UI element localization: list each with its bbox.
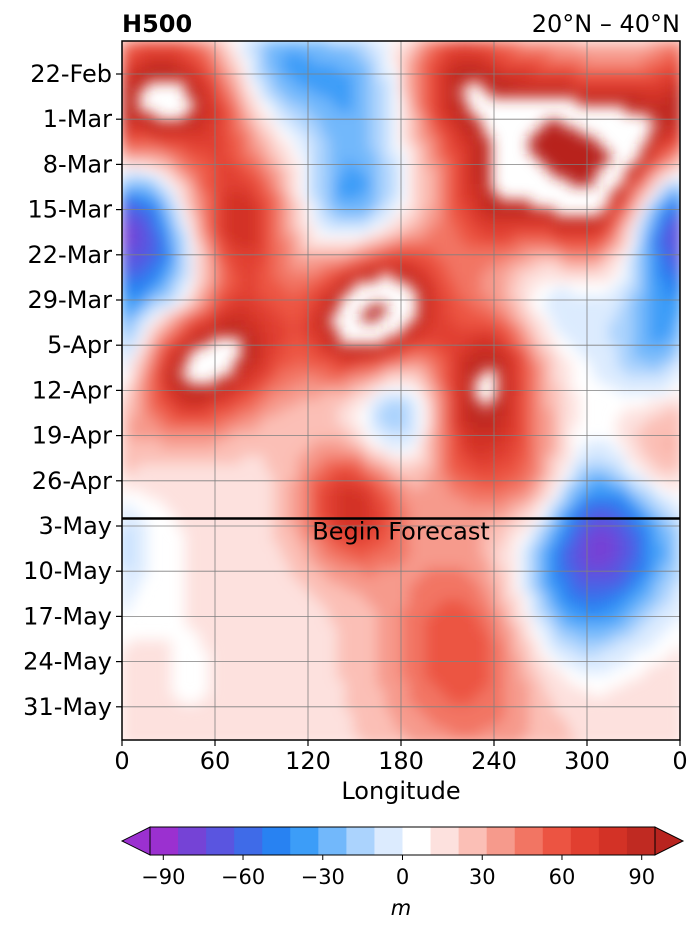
colorbar-tick-label-6: 90 (628, 865, 655, 889)
colorbar-swatch-17 (626, 827, 656, 855)
colorbar-label: m (391, 896, 411, 920)
y-tick-label-10: 3-May (38, 512, 112, 540)
colorbar-swatch-14 (542, 827, 572, 855)
x-axis: 0 60 120 180 240 300 0 (114, 740, 688, 775)
y-tick-label-8: 19-Apr (32, 422, 112, 450)
colorbar: −90 −60 −30 0 30 60 90 (120, 826, 685, 889)
colorbar-swatch-5 (290, 827, 319, 855)
y-axis: 22-Feb 1-Mar 8-Mar 15-Mar 22-Mar 29-Mar 5-Apr 1… (23, 60, 122, 721)
y-tick-label-14: 31-May (23, 693, 112, 721)
y-tick-label-5: 29-Mar (28, 286, 113, 314)
colorbar-swatch-10 (430, 827, 460, 855)
colorbar-tick-label-5: 60 (549, 865, 576, 889)
y-tick-label-13: 24-May (23, 648, 112, 676)
colorbar-swatch-13 (514, 827, 544, 855)
y-tick-label-1: 1-Mar (43, 105, 112, 133)
colorbar-tick-label-1: −60 (221, 865, 265, 889)
colorbar-swatch-2 (206, 827, 235, 855)
y-tick-label-2: 8-Mar (43, 150, 112, 178)
colorbar-swatch-3 (234, 827, 263, 855)
x-tick-label-2: 120 (285, 747, 331, 775)
colorbar-swatch-0 (150, 827, 179, 855)
colorbar-swatch-4 (262, 827, 291, 855)
colorbar-swatch-15 (570, 827, 600, 855)
x-axis-label: Longitude (341, 777, 460, 805)
y-tick-label-12: 17-May (23, 602, 112, 630)
y-tick-label-4: 22-Mar (28, 241, 113, 269)
begin-forecast-label: Begin Forecast (312, 518, 490, 546)
title-right: 20°N – 40°N (532, 10, 680, 38)
x-tick-label-5: 300 (564, 747, 610, 775)
colorbar-swatch-6 (318, 827, 347, 855)
colorbar-swatch-16 (598, 827, 628, 855)
title-left: H500 (122, 10, 192, 38)
colorbar-extend-low (120, 826, 151, 856)
y-tick-label-9: 26-Apr (32, 467, 112, 495)
y-tick-label-3: 15-Mar (28, 196, 113, 224)
colorbar-swatch-11 (458, 827, 488, 855)
colorbar-tick-label-3: 0 (396, 865, 409, 889)
x-tick-label-1: 60 (200, 747, 231, 775)
colorbar-swatch-7 (346, 827, 375, 855)
colorbar-swatch-1 (178, 827, 207, 855)
y-tick-label-11: 10-May (23, 557, 112, 585)
colorbar-tick-label-2: −30 (301, 865, 345, 889)
colorbar-tick-label-0: −90 (141, 865, 185, 889)
x-tick-label-6: 0 (672, 747, 687, 775)
y-tick-label-0: 22-Feb (30, 60, 112, 88)
x-tick-label-0: 0 (114, 747, 129, 775)
x-tick-label-4: 240 (471, 747, 517, 775)
colorbar-swatch-8 (374, 827, 403, 855)
x-tick-label-3: 180 (378, 747, 424, 775)
colorbar-extend-high (654, 826, 685, 856)
colorbar-swatch-12 (486, 827, 516, 855)
colorbar-swatch-9 (402, 827, 432, 855)
colorbar-tick-label-4: 30 (469, 865, 496, 889)
y-tick-label-7: 12-Apr (32, 376, 112, 404)
plot-area: Begin Forecast (121, 40, 681, 741)
y-tick-label-6: 5-Apr (47, 331, 112, 359)
